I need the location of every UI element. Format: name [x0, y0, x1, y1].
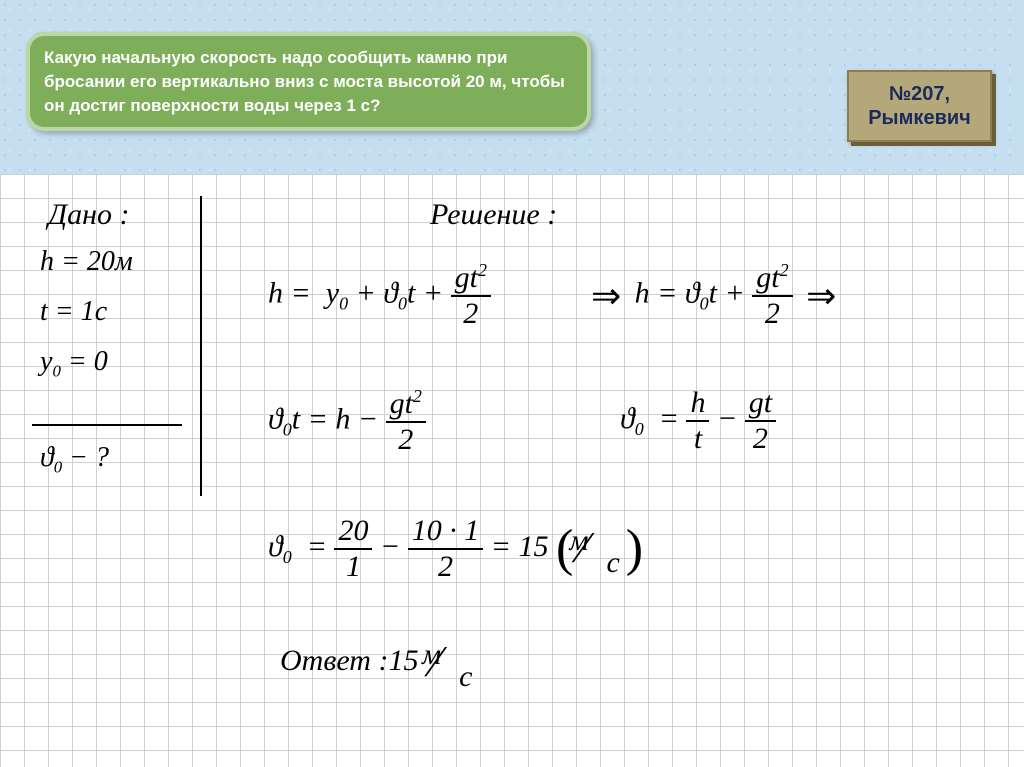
- reference-box: №207, Рымкевич: [847, 70, 992, 142]
- answer-label: Ответ :: [280, 644, 388, 677]
- problem-text: Какую начальную скорость надо сообщить к…: [44, 46, 573, 117]
- equation-2: ⇒ h = ϑ0t + gt22 ⇒: [585, 260, 842, 331]
- answer-line: Ответ :15 м⁄с: [280, 644, 458, 680]
- given-unknown: ϑ0 − ?: [40, 442, 109, 478]
- given-y0: y0 = 0: [40, 346, 108, 382]
- reference-author: Рымкевич: [868, 106, 971, 130]
- equation-numeric: ϑ0 = 201 − 10 · 12 = 15 ( м⁄с ): [268, 514, 643, 584]
- problem-box: Какую начальную скорость надо сообщить к…: [26, 32, 591, 131]
- vertical-separator: [200, 196, 202, 496]
- given-label: Дано :: [48, 198, 129, 232]
- equation-1: h = y0 + ϑ0t + gt22: [268, 260, 491, 331]
- equation-4: ϑ0 = ht − gt2: [620, 386, 776, 456]
- given-t: t = 1с: [40, 296, 107, 328]
- given-h: h = 20м: [40, 246, 133, 278]
- reference-number: №207,: [889, 82, 950, 106]
- solution-label: Решение :: [430, 198, 557, 232]
- given-separator: [32, 424, 182, 426]
- solution-area: Дано : h = 20м t = 1с y0 = 0 ϑ0 − ? Реше…: [0, 174, 1024, 767]
- equation-3: ϑ0t = h − gt22: [268, 386, 426, 457]
